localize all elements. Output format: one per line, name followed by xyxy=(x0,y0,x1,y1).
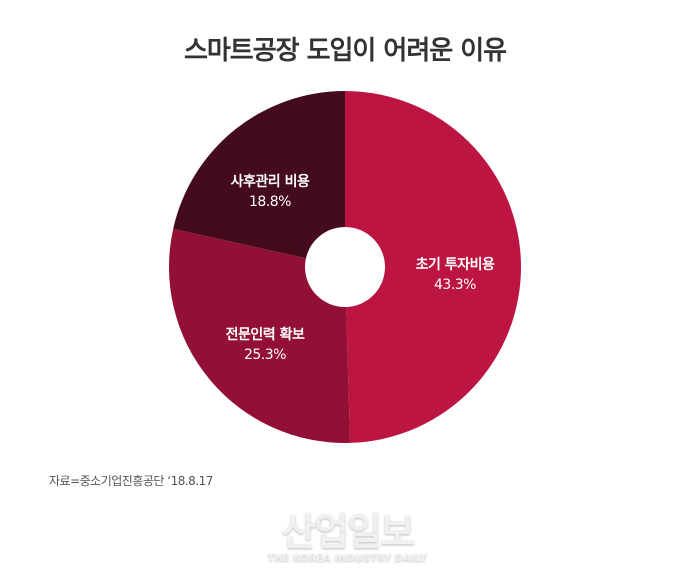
slice-label-skilled-staff: 전문인력 확보 25.3% xyxy=(200,325,330,365)
watermark-korean: 산업일보 xyxy=(281,510,415,554)
slice-category: 전문인력 확보 xyxy=(225,327,305,343)
slice-category: 초기 투자비용 xyxy=(415,257,495,273)
pie-slice xyxy=(345,91,522,443)
donut-hole xyxy=(305,227,385,307)
chart-title: 스마트공장 도입이 어려운 이유 xyxy=(183,36,507,66)
pie-slice xyxy=(173,91,345,267)
watermark-english: THE KOREA INDUSTRY DAILY xyxy=(267,553,427,564)
slice-category: 사후관리 비용 xyxy=(230,174,310,190)
slice-label-maintenance-cost: 사후관리 비용 18.8% xyxy=(205,172,335,212)
slice-label-initial-investment: 초기 투자비용 43.3% xyxy=(395,255,515,295)
source-note: 자료=중소기업진흥공단 ‘18.8.17 xyxy=(49,474,213,488)
slice-value: 25.3% xyxy=(244,347,286,363)
watermark-logo: 산업일보 THE KOREA INDUSTRY DAILY xyxy=(262,512,432,566)
pie-slice xyxy=(169,228,351,443)
slice-value: 43.3% xyxy=(434,277,476,293)
slice-value: 18.8% xyxy=(249,194,291,210)
